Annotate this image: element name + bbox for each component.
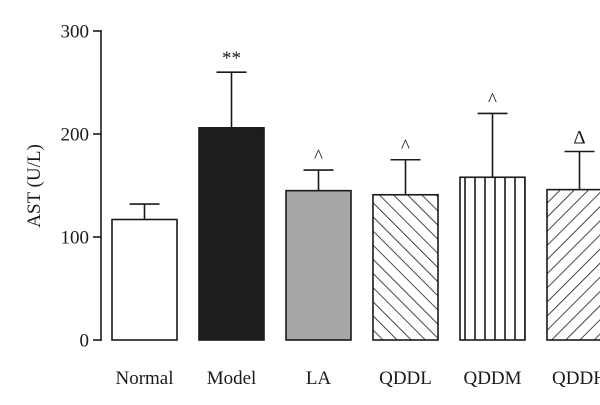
x-category-label: QDDH xyxy=(552,368,600,389)
y-axis: 0 100 200 300 xyxy=(61,22,102,352)
y-tick-label: 200 xyxy=(61,125,90,146)
y-axis-title: AST (U/L) xyxy=(24,144,45,228)
significance-marker: ** xyxy=(222,48,241,69)
x-axis-labels: Normal Model LA QDDL QDDM QDDH xyxy=(115,368,600,389)
bar-model xyxy=(198,127,265,341)
y-tick-label: 100 xyxy=(61,228,90,249)
significance-marker: ^ xyxy=(488,89,497,110)
x-category-label: QDDM xyxy=(463,368,521,389)
x-category-label: Normal xyxy=(115,368,173,389)
bar-la xyxy=(285,189,352,341)
bars: ** ^ ^ ^ Δ xyxy=(111,48,600,341)
bar-normal xyxy=(111,218,178,341)
bar-qddl xyxy=(372,193,439,341)
y-tick-label: 0 xyxy=(80,331,90,352)
significance-marker: Δ xyxy=(573,128,585,149)
x-category-label: QDDL xyxy=(379,368,432,389)
bar-qddh xyxy=(546,188,600,341)
x-category-label: Model xyxy=(207,368,257,389)
significance-marker: ^ xyxy=(314,146,323,167)
y-tick-label: 300 xyxy=(61,22,90,43)
x-category-label: LA xyxy=(306,368,332,389)
bar-qddm xyxy=(459,176,526,341)
significance-marker: ^ xyxy=(401,136,410,157)
